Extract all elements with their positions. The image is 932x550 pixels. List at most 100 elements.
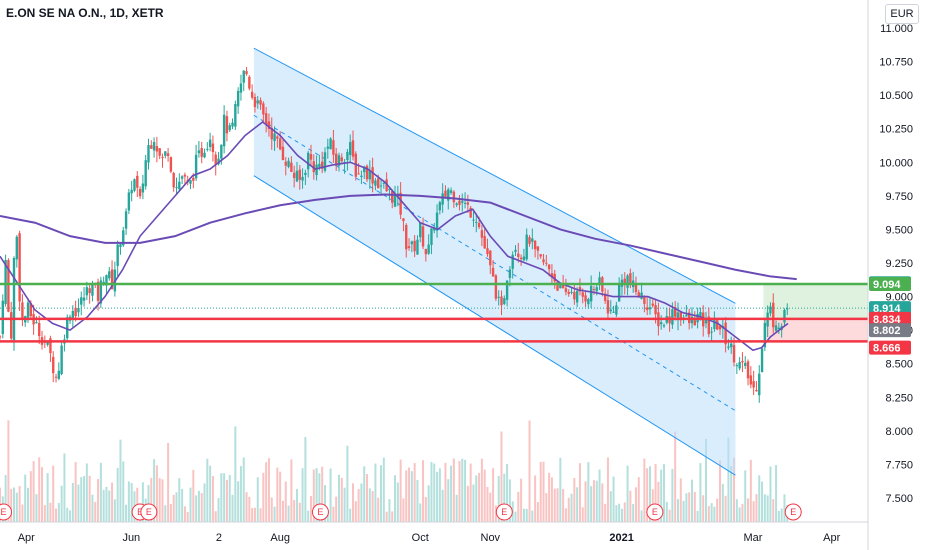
candle-body	[589, 285, 593, 302]
candle-body	[74, 307, 77, 317]
candle-body	[71, 310, 75, 318]
candle-body	[127, 192, 131, 211]
volume-bar	[102, 489, 105, 522]
earnings-marker[interactable]: E	[495, 503, 513, 521]
volume-bar	[489, 492, 492, 522]
y-tick-label: 9.000	[885, 292, 913, 304]
candle-body	[105, 275, 108, 286]
candle-body	[449, 190, 453, 193]
volume-bar	[337, 474, 340, 522]
volume-bar	[374, 463, 377, 522]
volume-bar	[724, 495, 727, 522]
volume-bar	[366, 474, 369, 522]
candle-body	[239, 83, 243, 93]
candle-body	[323, 152, 327, 171]
earnings-label: E	[146, 507, 152, 517]
volume-bar	[710, 503, 713, 522]
volume-bar	[63, 453, 66, 522]
candle-body	[388, 188, 391, 191]
candle-body	[248, 76, 251, 89]
volume-bar	[450, 465, 453, 522]
volume-bar	[91, 494, 94, 522]
candle-body	[595, 287, 598, 292]
candle-body	[786, 308, 789, 310]
candle-body	[236, 90, 240, 107]
y-tick-label: 9.500	[885, 224, 913, 236]
currency-button[interactable]: EUR	[885, 4, 919, 24]
candle-body	[234, 104, 237, 127]
volume-bar	[88, 475, 91, 522]
y-tick-label: 10.000	[879, 157, 913, 169]
volume-bar	[542, 461, 545, 522]
candle-body	[150, 145, 153, 149]
volume-bar	[301, 468, 304, 522]
volume-bar	[548, 472, 551, 522]
candle-body	[102, 281, 105, 284]
volume-bar	[259, 508, 262, 522]
earnings-marker[interactable]: E	[784, 503, 802, 521]
candle-body	[671, 309, 674, 325]
volume-bar	[113, 499, 116, 522]
candle-body	[108, 271, 111, 279]
volume-bar	[738, 507, 741, 522]
volume-bar	[203, 483, 206, 522]
candle-body	[472, 219, 475, 221]
volume-bar	[85, 463, 88, 522]
earnings-marker[interactable]: E	[140, 503, 158, 521]
earnings-label: E	[317, 507, 323, 517]
candle-body	[584, 295, 587, 302]
candle-body	[368, 170, 372, 180]
candle-body	[738, 361, 741, 369]
volume-bar	[4, 475, 7, 522]
candle-body	[225, 116, 229, 134]
candle-body	[12, 257, 16, 341]
candle-body	[306, 152, 310, 170]
candle-body	[346, 151, 349, 161]
x-tick-label: Apr	[18, 532, 35, 544]
volume-bar	[108, 490, 111, 522]
price-tag: 8.834	[869, 311, 911, 326]
earnings-marker[interactable]: E	[311, 503, 329, 521]
volume-bar	[192, 469, 195, 522]
candle-body	[679, 311, 682, 321]
volume-bar	[570, 493, 573, 522]
volume-bar	[469, 463, 472, 522]
candle-body	[707, 316, 711, 335]
volume-bar	[242, 457, 245, 522]
price-tag-bg	[869, 301, 911, 316]
volume-bar	[534, 475, 537, 522]
candle-body	[256, 100, 259, 104]
candle-body	[382, 182, 386, 184]
y-tick-label: 8.250	[885, 392, 913, 404]
candle-body	[304, 172, 307, 176]
candle-body	[654, 305, 657, 315]
volume-bar	[609, 491, 612, 522]
candle-body	[178, 181, 181, 190]
candle-body	[528, 237, 531, 244]
volume-bar	[38, 457, 41, 522]
candle-body	[144, 160, 147, 187]
volume-bar	[506, 464, 509, 522]
volume-bar	[239, 466, 242, 522]
candle-body	[7, 260, 10, 312]
candle-body	[673, 307, 677, 317]
volume-bar	[556, 488, 559, 522]
volume-bar	[713, 506, 716, 522]
earnings-marker[interactable]: E	[646, 503, 664, 521]
volume-bar	[164, 505, 167, 522]
candle-body	[511, 254, 514, 269]
candle-body	[262, 103, 265, 115]
earnings-circle	[140, 503, 158, 521]
volume-bar	[618, 503, 621, 522]
volume-bar	[105, 486, 108, 522]
channel-fill	[253, 48, 736, 476]
volume-bar	[654, 463, 657, 522]
candle-body	[413, 240, 416, 252]
candle-body	[645, 307, 649, 310]
volume-bar	[321, 466, 324, 522]
earnings-marker[interactable]: E	[0, 503, 12, 521]
volume-bar	[587, 462, 590, 522]
candle-body	[119, 244, 122, 248]
candle-body	[320, 161, 324, 169]
